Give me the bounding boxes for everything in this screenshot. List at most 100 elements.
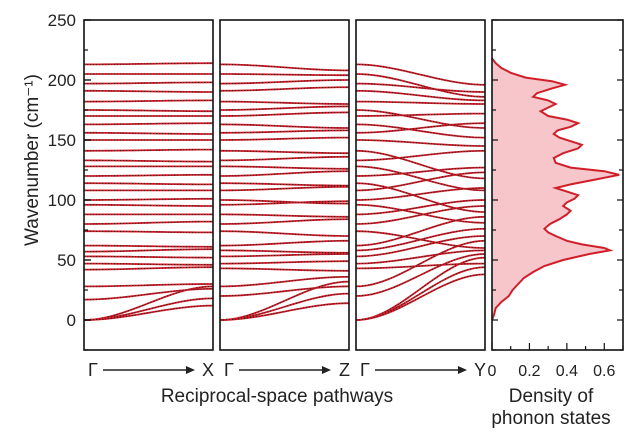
band-line-overlay [83,100,214,102]
band-line-overlay [355,150,486,161]
dos-x-tick-label: 0 [488,363,497,380]
band-line-overlay [355,83,486,93]
band-line [219,136,350,141]
path-arrow-head [458,366,467,374]
band-line [219,149,350,155]
band-line-overlay [83,174,214,177]
band-line [83,109,214,113]
band-line-overlay [219,260,350,264]
band-line [219,182,350,187]
band-line [219,260,350,265]
band-line-overlay [219,137,350,141]
band-line [83,283,214,288]
band-line-overlay [355,257,486,321]
path-arrow-head [186,366,195,374]
dos-axis-label-line-2: phonon states [491,408,610,429]
band-line-overlay [219,293,350,321]
band-line [219,249,350,254]
band-line-overlay [83,204,214,207]
band-line [219,111,350,117]
band-line [83,173,214,177]
band-line [83,131,214,135]
band-line-overlay [219,199,350,204]
band-panel-frame [355,19,486,351]
band-line [219,79,350,85]
band-line [219,129,350,134]
path-end-label: Y [474,360,486,380]
band-line-overlay [219,79,350,84]
band-line-overlay [219,276,350,287]
band-line-overlay [83,90,214,93]
band-line-overlay [219,253,350,257]
band-panel-1 [83,62,214,321]
band-line-overlay [83,122,214,125]
band-line-overlay [355,253,486,297]
band-line-overlay [219,250,350,254]
band-line [83,248,214,253]
path-start-label: Γ [88,360,98,380]
band-line-overlay [355,139,486,147]
band-line [219,170,350,177]
band-line-overlay [355,230,486,249]
band-line [83,297,214,321]
band-line-overlay [355,172,486,191]
band-line-overlay [219,130,350,134]
band-panel-2 [219,63,350,321]
band-line [219,230,350,237]
band-line-overlay [219,156,350,161]
band-line-overlay [219,214,350,218]
band-line-overlay [83,82,214,84]
dos-x-tick-label: 0.4 [556,363,578,380]
band-line-overlay [355,228,486,251]
band-line-overlay [219,101,350,105]
path-end-label: X [202,360,214,380]
band-line-overlay [355,109,486,129]
band-line-overlay [83,256,214,258]
band-line [83,89,214,93]
y-tick-label: 100 [48,191,76,210]
band-line-overlay [355,150,486,179]
band-panel-frame [219,19,350,351]
band-line-overlay [355,250,486,264]
band-line [83,122,214,126]
band-line-overlay [355,182,486,213]
band-line [219,213,350,218]
band-line-overlay [355,122,486,134]
band-line-overlay [355,73,486,98]
band-line [83,230,214,234]
band-line-overlay [83,248,214,252]
band-line-overlay [219,218,350,225]
band-line-overlay [83,305,214,321]
band-line-overlay [219,73,350,76]
dos-curve [491,57,620,321]
band-line-overlay [219,240,350,246]
band-line [83,81,214,85]
band-line [83,182,214,186]
band-line-overlay [219,150,350,154]
band-line [83,287,214,301]
band-line [83,99,214,103]
band-line-overlay [83,182,214,185]
band-line [355,139,486,147]
band-line-overlay [219,286,350,297]
band-line-overlay [219,166,350,170]
band-line [219,267,350,272]
dos-axis-label-line-1: Density of [509,386,594,407]
band-line-overlay [83,221,214,225]
band-line-overlay [219,182,350,186]
band-line [219,73,350,77]
band-line-overlay [83,149,214,152]
band-line-overlay [355,216,486,246]
band-line [219,86,350,92]
dos-fill [492,58,620,321]
band-line [355,112,486,117]
band-line [219,155,350,162]
band-line [83,220,214,225]
y-tick-label: 150 [48,131,76,150]
band-line-overlay [355,113,486,117]
band-line-overlay [83,245,214,248]
y-tick-label: 200 [48,71,76,90]
band-structure-plot [83,62,486,321]
path-start-label: Γ [360,360,370,380]
